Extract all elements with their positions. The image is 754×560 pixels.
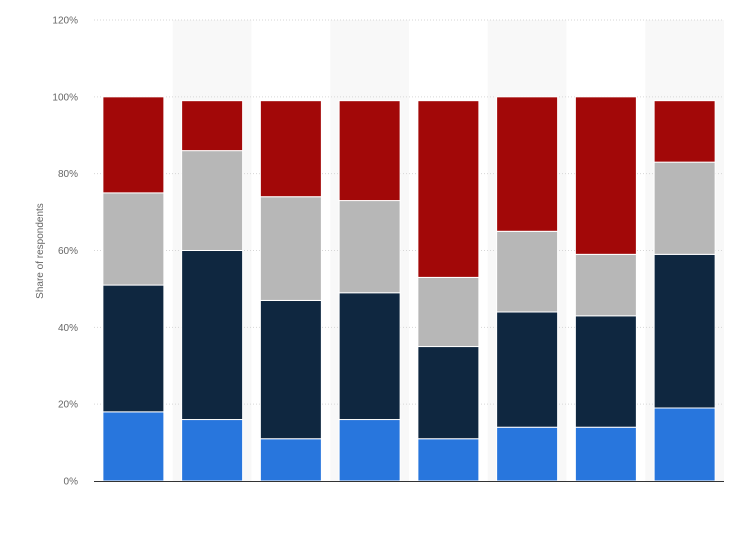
bar-segment[interactable] — [574, 96, 637, 255]
y-tick-label: 100% — [52, 92, 78, 103]
bar-segment[interactable] — [181, 150, 244, 251]
bars — [102, 96, 716, 482]
bar-segment[interactable] — [102, 96, 165, 194]
bar-segment[interactable] — [417, 346, 480, 440]
bar-segment[interactable] — [496, 311, 559, 428]
bar-segment[interactable] — [653, 253, 716, 409]
y-tick-label: 40% — [58, 323, 78, 334]
bar-segment[interactable] — [417, 276, 480, 348]
bar-segment[interactable] — [653, 100, 716, 163]
bar-segment[interactable] — [338, 200, 401, 294]
y-tick-label: 120% — [52, 16, 78, 27]
bar-segment[interactable] — [417, 100, 480, 278]
bar-segment[interactable] — [338, 100, 401, 202]
bar-segment[interactable] — [102, 411, 165, 482]
bar-segment[interactable] — [417, 438, 480, 482]
y-tick-label: 60% — [58, 246, 78, 257]
y-tick-label: 80% — [58, 169, 78, 180]
y-axis-title: Share of respondents — [35, 203, 46, 299]
bar-segment[interactable] — [102, 284, 165, 413]
bar-segment[interactable] — [259, 299, 322, 440]
bar-segment[interactable] — [653, 407, 716, 482]
bar-segment[interactable] — [259, 196, 322, 301]
bar-segment[interactable] — [181, 419, 244, 482]
bar-segment[interactable] — [496, 426, 559, 482]
bar-segment[interactable] — [259, 438, 322, 482]
bar-segment[interactable] — [574, 315, 637, 428]
bar-segment[interactable] — [102, 192, 165, 286]
bar-segment[interactable] — [574, 253, 637, 317]
bar-segment[interactable] — [181, 100, 244, 152]
y-tick-label: 0% — [64, 477, 79, 488]
y-tick-labels: 0% 20% 40% 60% 80% 100% 120% — [52, 16, 78, 488]
bar-segment[interactable] — [496, 230, 559, 313]
bar-segment[interactable] — [259, 100, 322, 198]
bar-segment[interactable] — [653, 161, 716, 255]
bar-segment[interactable] — [338, 419, 401, 482]
bar-segment[interactable] — [496, 96, 559, 232]
bar-segment[interactable] — [574, 426, 637, 482]
bar-segment[interactable] — [181, 250, 244, 421]
bar-segment[interactable] — [338, 292, 401, 421]
y-tick-label: 20% — [58, 400, 78, 411]
